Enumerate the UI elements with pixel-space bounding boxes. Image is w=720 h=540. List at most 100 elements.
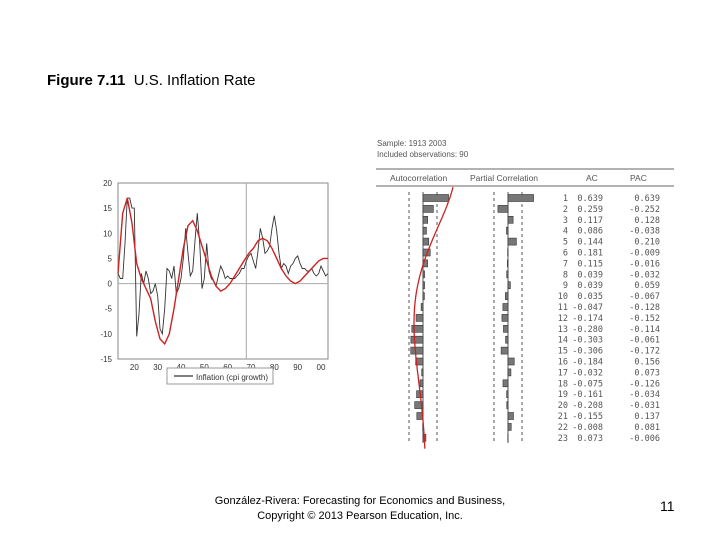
ac-value: -0.174 [572, 314, 603, 324]
lag-label: 12 [558, 314, 568, 324]
y-tick-label: 5 [108, 254, 113, 263]
ac-value: -0.032 [572, 368, 603, 378]
y-tick-label: -10 [100, 330, 112, 339]
pac-value: -0.031 [629, 401, 660, 411]
correlogram-obs: Included observations: 90 [377, 150, 469, 159]
pac-bar [506, 401, 509, 409]
series-lines [117, 197, 329, 346]
pac-value: -0.152 [629, 314, 660, 324]
lag-label: 14 [558, 336, 568, 346]
ac-value: 0.039 [577, 270, 603, 280]
legend: Inflation (cpi growth) [166, 367, 274, 385]
pac-value: 0.059 [634, 281, 660, 291]
ac-value: -0.303 [572, 336, 603, 346]
ac-value: -0.280 [572, 325, 603, 335]
pac-value: 0.128 [634, 216, 660, 226]
y-tick-label: 20 [103, 179, 112, 188]
pac-bar [507, 194, 534, 202]
pac-bar [507, 259, 509, 268]
col-autocorrelation: Autocorrelation [390, 173, 447, 183]
ac-value: 0.115 [577, 259, 603, 269]
y-tick-label: -5 [105, 305, 113, 314]
ac-bar [421, 368, 424, 377]
pac-value: 0.073 [634, 368, 660, 378]
pac-bar [501, 314, 509, 322]
figure-label: Figure 7.11 [47, 72, 126, 89]
slide-title: Figure 7.11 U.S. Inflation Rate [47, 72, 255, 89]
lag-label: 20 [558, 401, 568, 411]
lag-label: 1 [563, 194, 568, 204]
pac-bar [506, 270, 509, 279]
x-tick-label: 90 [293, 363, 302, 372]
slide-footer: González-Rivera: Forecasting for Economi… [200, 494, 520, 524]
ac-bar [415, 314, 424, 322]
pac-value: 0.081 [634, 423, 660, 433]
ac-value: 0.086 [577, 227, 603, 237]
pac-bar [506, 390, 509, 399]
pac-value: 0.639 [634, 194, 660, 204]
pac-bar [507, 423, 512, 431]
y-tick-labels: 20 15 10 5 0 -5 -10 -15 [100, 179, 112, 364]
ac-value: -0.161 [572, 390, 603, 400]
pac-value: -0.067 [629, 292, 660, 302]
pac-value: -0.114 [629, 325, 660, 335]
pac-bar [497, 205, 509, 213]
ac-value: 0.039 [577, 281, 603, 291]
grid-lines [118, 183, 328, 359]
y-tick-label: -15 [100, 355, 112, 364]
pac-value: -0.252 [629, 205, 660, 215]
ac-value: -0.075 [572, 379, 603, 389]
ac-bar [419, 379, 424, 388]
pac-value: 0.137 [634, 412, 660, 422]
inflation-series-line [117, 197, 329, 337]
ac-bar [414, 401, 424, 409]
ac-bar [410, 335, 424, 344]
pac-bar [507, 281, 511, 290]
pac-bar [506, 226, 509, 235]
legend-box [166, 367, 274, 385]
pac-bar [502, 303, 509, 311]
y-tick-label: 15 [103, 204, 112, 213]
legend-label: Inflation (cpi growth) [196, 373, 268, 382]
ac-value: -0.047 [572, 303, 603, 313]
ac-bar [410, 346, 424, 355]
pac-value: -0.061 [629, 336, 660, 346]
pac-bar [505, 292, 509, 300]
lag-label: 18 [558, 379, 568, 389]
ac-bar [422, 194, 449, 202]
ac-bar [422, 292, 425, 300]
lag-label: 9 [563, 281, 568, 291]
lag-label: 10 [558, 292, 568, 302]
col-pac: PAC [630, 173, 647, 183]
ac-value: 0.144 [577, 238, 603, 248]
ac-value: -0.184 [572, 358, 603, 368]
pac-bar [505, 335, 509, 344]
pac-bar [507, 412, 514, 420]
pac-value: -0.034 [629, 390, 660, 400]
lag-label: 11 [558, 303, 568, 313]
ac-value: 0.117 [577, 216, 603, 226]
col-ac: AC [586, 173, 598, 183]
footer-line-1: González-Rivera: Forecasting for Economi… [214, 495, 506, 507]
lag-label: 15 [558, 347, 568, 357]
y-tick-label: 0 [108, 280, 113, 289]
lag-label: 6 [563, 249, 568, 259]
ac-value: -0.306 [572, 347, 603, 357]
pac-bar [503, 324, 509, 333]
ac-value: 0.639 [577, 194, 603, 204]
pac-bar [507, 357, 515, 366]
figure-title: U.S. Inflation Rate [133, 72, 256, 89]
lag-label: 23 [558, 434, 568, 444]
ac-bar [415, 357, 424, 366]
lag-label: 22 [558, 423, 568, 433]
ac-bar [422, 237, 430, 246]
ac-value: 0.259 [577, 205, 603, 215]
col-partial-correlation: Partial Correlation [470, 173, 538, 183]
ac-bar [422, 270, 425, 279]
y-tick-label: 10 [103, 229, 112, 238]
ac-value: -0.208 [572, 401, 603, 411]
pac-value: -0.172 [629, 347, 660, 357]
lag-label: 3 [563, 216, 568, 226]
pac-value: -0.128 [629, 303, 660, 313]
